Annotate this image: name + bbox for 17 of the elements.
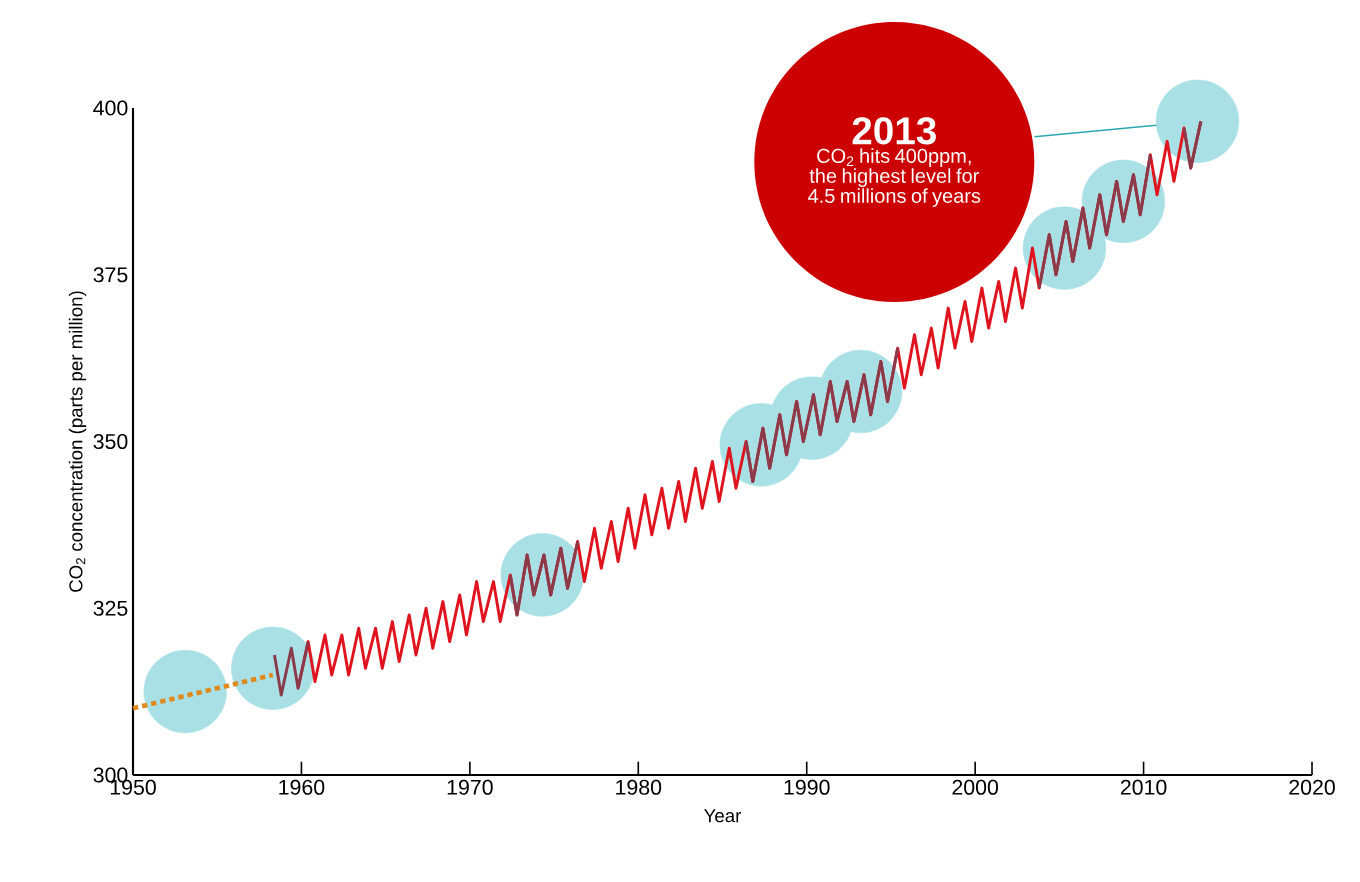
point xyxy=(1155,79,1240,163)
x-tick-label: 1980 xyxy=(616,779,662,795)
x-tick-label: 2000 xyxy=(952,779,999,795)
x-tick-label: 1970 xyxy=(447,779,493,795)
y-tick-label: 375 xyxy=(93,267,128,283)
y-tick-label: 400 xyxy=(93,100,128,116)
y-tick-label: 350 xyxy=(93,433,128,450)
x-tick-label: 1990 xyxy=(784,779,830,795)
x-tick-label: 2020 xyxy=(1289,779,1335,795)
x-tick-label: 2010 xyxy=(1120,779,1167,795)
x-tick-label: 1960 xyxy=(279,779,325,795)
x-axis-title: Year xyxy=(704,809,742,823)
y-axis-title: CO$_{2}$ concentration (parts per million) xyxy=(68,291,87,592)
annotation: 2013 xyxy=(852,117,936,145)
y-tick-label: 325 xyxy=(93,600,128,616)
point xyxy=(143,650,227,734)
annotation: CO$_{2}$ hits 400ppm, the highest level for 4.5 millions of years xyxy=(808,148,981,207)
